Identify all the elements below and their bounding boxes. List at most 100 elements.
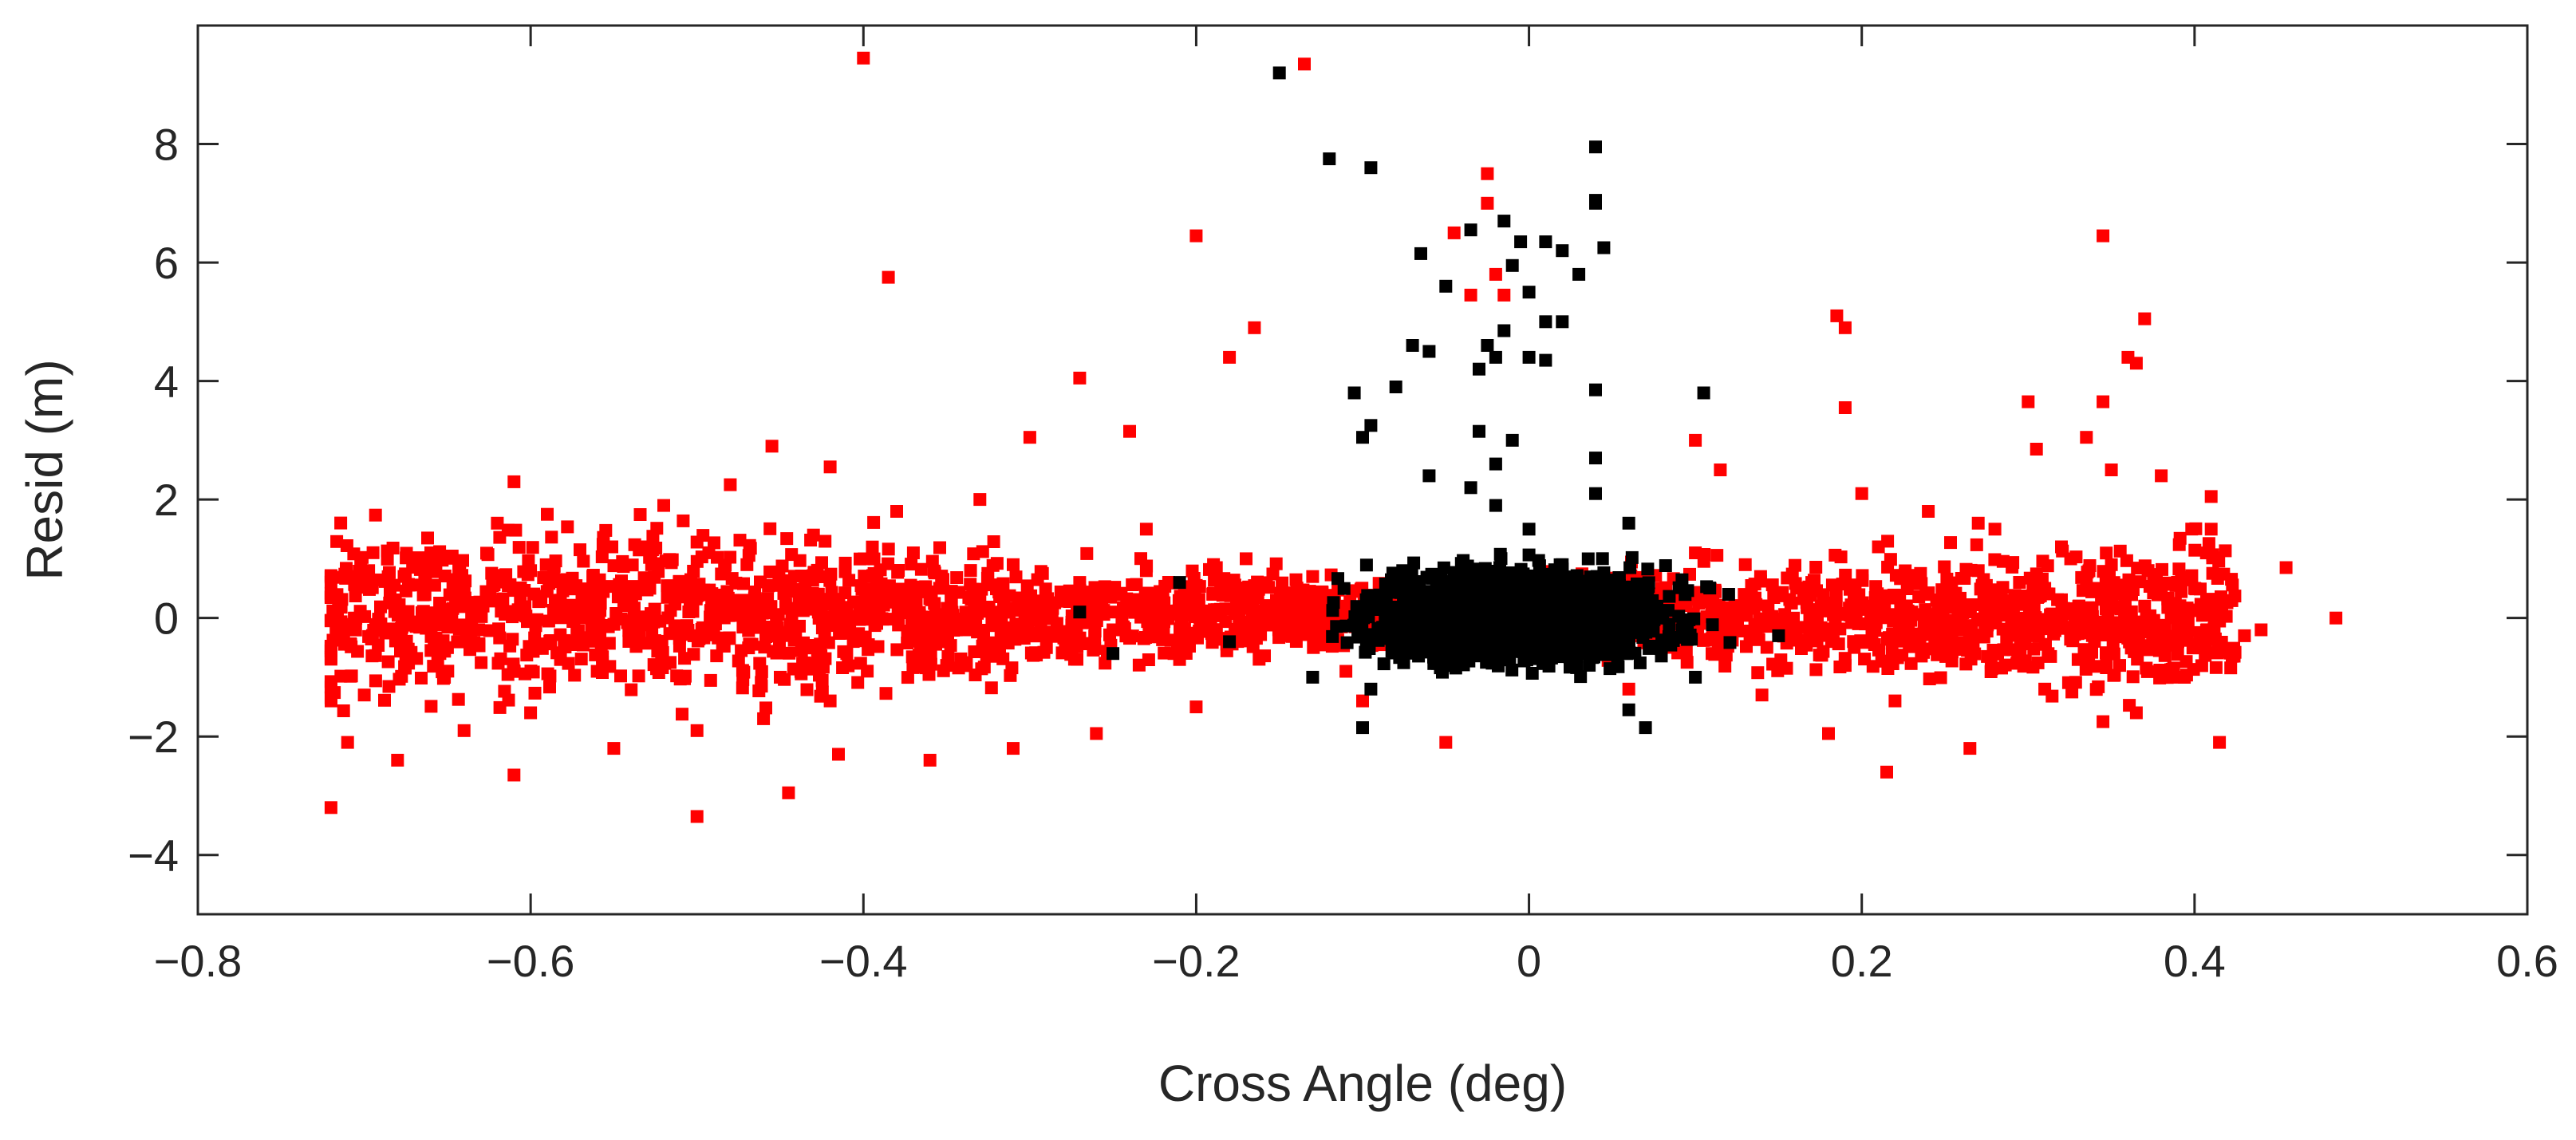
red-data-point xyxy=(1755,688,1769,702)
black-data-point xyxy=(1589,383,1602,396)
black-data-point xyxy=(1457,625,1470,638)
red-data-point xyxy=(1481,196,1494,210)
black-data-point xyxy=(1599,648,1612,661)
red-data-point xyxy=(499,608,512,621)
red-data-point xyxy=(2086,615,2099,629)
red-data-point xyxy=(1162,576,1175,589)
red-data-point xyxy=(664,604,677,617)
red-data-point xyxy=(1481,167,1494,180)
red-data-point xyxy=(441,665,455,678)
red-data-point xyxy=(1004,669,1017,682)
black-data-point xyxy=(1399,641,1413,654)
red-data-point xyxy=(2071,653,2085,666)
red-data-point xyxy=(607,617,621,631)
red-data-point xyxy=(1822,727,1835,740)
black-data-point xyxy=(1572,267,1586,281)
red-data-point xyxy=(657,499,670,512)
red-data-point xyxy=(1020,579,1034,593)
red-data-point xyxy=(690,629,704,642)
red-data-point xyxy=(502,579,515,593)
red-data-point xyxy=(2104,594,2116,607)
red-data-point xyxy=(1924,613,1938,627)
red-data-point xyxy=(493,569,507,582)
red-data-point xyxy=(416,588,430,602)
red-data-point xyxy=(2213,736,2227,749)
red-data-point xyxy=(1797,592,1810,606)
red-data-point xyxy=(800,683,814,696)
black-data-point xyxy=(1347,618,1360,632)
red-data-point xyxy=(2140,611,2153,625)
red-data-point xyxy=(369,674,382,688)
red-data-point xyxy=(2138,599,2152,613)
red-data-point xyxy=(1963,742,1977,755)
red-data-point xyxy=(1066,640,1079,653)
red-data-point xyxy=(1922,505,1935,518)
red-data-point xyxy=(2036,554,2049,568)
black-data-point xyxy=(1510,584,1524,598)
red-data-point xyxy=(2030,443,2043,456)
red-data-point xyxy=(762,579,775,593)
black-data-point xyxy=(1458,645,1470,658)
red-data-point xyxy=(1923,673,1936,685)
black-data-point xyxy=(1525,622,1538,636)
red-data-point xyxy=(2180,655,2193,669)
red-data-point xyxy=(541,507,554,521)
red-data-point xyxy=(475,656,488,669)
red-data-point xyxy=(1845,616,1859,629)
red-data-point xyxy=(722,632,735,645)
red-data-point xyxy=(449,593,463,606)
red-data-point xyxy=(2187,582,2201,595)
red-data-point xyxy=(1714,463,1727,476)
red-data-point xyxy=(2140,665,2154,678)
red-data-point xyxy=(521,615,534,629)
y-axis-label: Resid (m) xyxy=(16,359,73,580)
red-data-point xyxy=(836,626,850,640)
red-data-point xyxy=(1829,589,1843,602)
red-data-point xyxy=(1942,622,1955,636)
red-data-point xyxy=(1464,288,1477,302)
red-data-point xyxy=(616,554,629,568)
red-data-point xyxy=(520,649,534,662)
red-data-point xyxy=(759,701,772,715)
red-data-point xyxy=(806,574,819,587)
black-data-point xyxy=(1497,324,1511,337)
red-data-point xyxy=(755,665,768,678)
red-data-point xyxy=(2161,592,2175,606)
red-data-point xyxy=(941,632,954,645)
black-data-point xyxy=(1472,649,1485,663)
red-data-point xyxy=(925,554,939,568)
red-data-point xyxy=(539,558,553,571)
red-data-point xyxy=(2228,590,2242,603)
red-data-point xyxy=(2108,669,2121,682)
red-data-point xyxy=(2128,645,2141,658)
red-data-point xyxy=(1303,619,1316,633)
red-data-point xyxy=(2122,573,2136,586)
black-data-point xyxy=(1272,66,1286,80)
red-data-point xyxy=(2079,662,2093,676)
red-data-point xyxy=(1787,611,1800,625)
red-data-point xyxy=(783,581,797,594)
red-data-point xyxy=(491,516,504,530)
red-data-point xyxy=(1018,613,1032,626)
red-data-point xyxy=(1915,649,1928,663)
red-data-point xyxy=(1290,582,1304,595)
black-data-point xyxy=(1478,562,1492,575)
black-data-point xyxy=(1426,571,1439,585)
black-data-point xyxy=(1514,235,1528,249)
red-data-point xyxy=(1258,649,1271,663)
red-data-point xyxy=(1088,614,1102,628)
red-data-point xyxy=(1304,606,1318,619)
red-data-point xyxy=(1838,321,1852,334)
red-data-point xyxy=(704,673,717,687)
red-data-point xyxy=(676,708,688,721)
red-data-point xyxy=(366,546,380,559)
black-data-point xyxy=(1539,315,1552,329)
red-data-point xyxy=(2038,582,2052,595)
red-data-point xyxy=(780,532,794,546)
black-data-point xyxy=(1535,648,1548,661)
red-data-point xyxy=(882,542,895,556)
red-data-point xyxy=(1900,582,1914,595)
black-data-point xyxy=(1528,608,1541,621)
red-data-point xyxy=(1205,636,1219,649)
black-data-point xyxy=(1389,381,1402,393)
